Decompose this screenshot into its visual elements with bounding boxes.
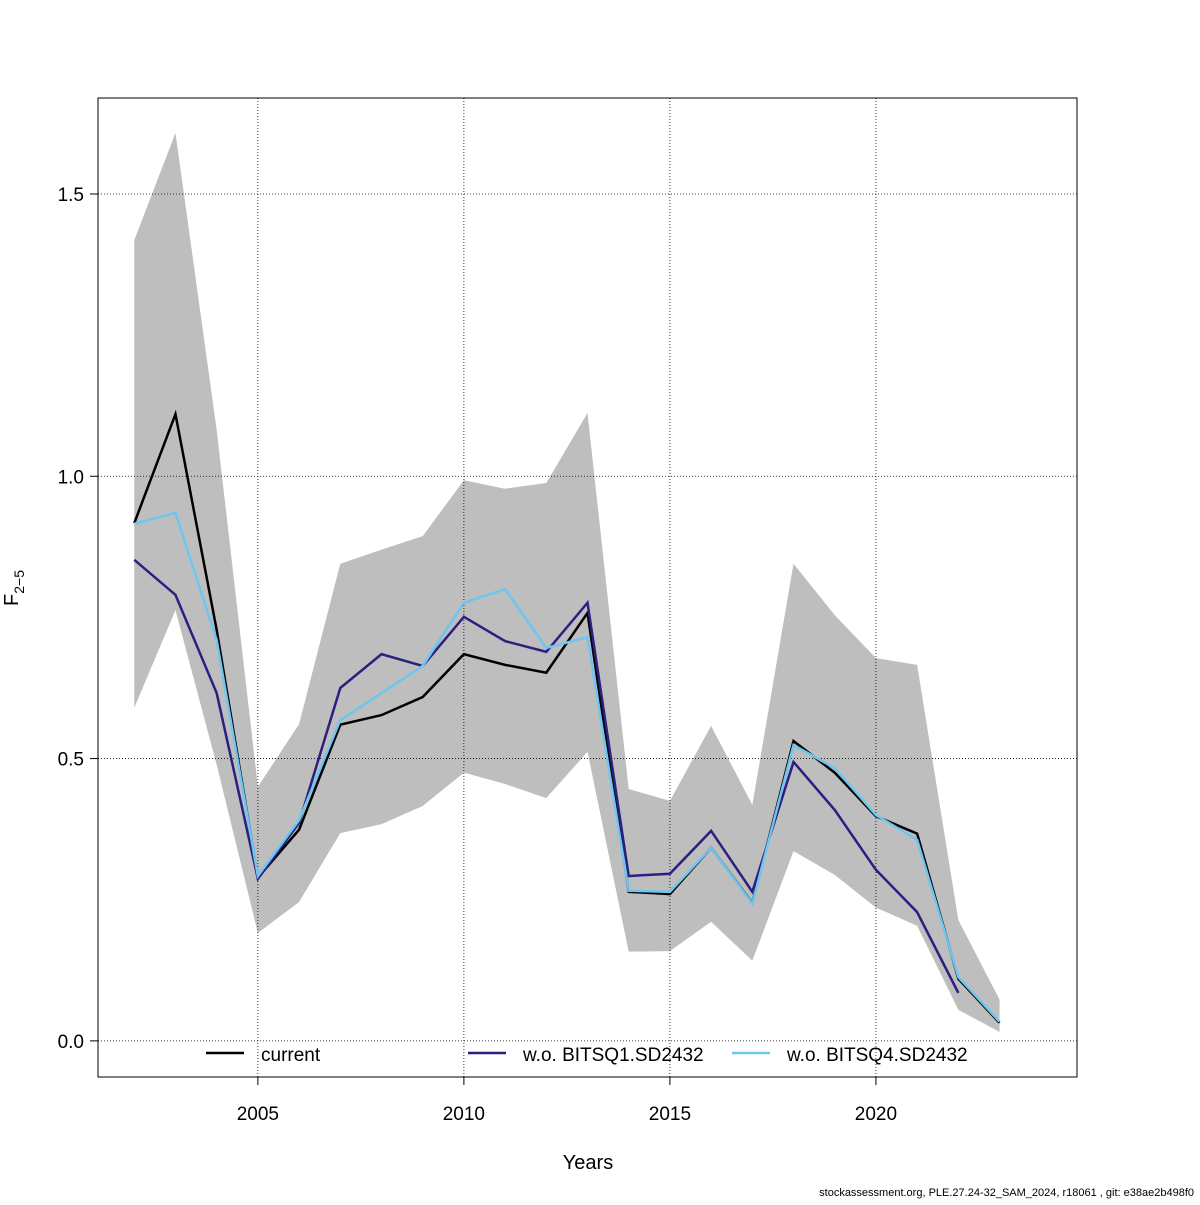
series-line	[133, 558, 960, 994]
x-axis-label: Years	[563, 1152, 613, 1174]
confidence-band	[134, 133, 1000, 1032]
y-tick-label: 1.0	[58, 467, 84, 488]
legend-label: current	[261, 1045, 321, 1066]
x-tick-label: 2020	[855, 1104, 897, 1125]
y-axis-label: F2−5	[1, 570, 27, 606]
y-tick-label: 0.0	[58, 1032, 84, 1053]
series-line	[133, 511, 1001, 1023]
y-axis-label-main: F	[1, 594, 23, 606]
y-axis-label-sub: 2−5	[11, 570, 27, 594]
x-tick-label: 2010	[443, 1104, 485, 1125]
x-tick-label: 2005	[237, 1104, 279, 1125]
footer: stockassessment.org, PLE.27.24-32_SAM_20…	[819, 1187, 1194, 1199]
plot-frame	[97, 97, 1078, 1078]
legend-label: w.o. BITSQ1.SD2432	[522, 1045, 704, 1066]
legend-label: w.o. BITSQ4.SD2432	[786, 1045, 968, 1066]
y-axis-label-group: F2−5	[1, 570, 27, 606]
y-tick-label: 1.5	[58, 185, 84, 206]
x-tick-label: 2015	[649, 1104, 691, 1125]
y-tick-label: 0.5	[58, 750, 84, 771]
